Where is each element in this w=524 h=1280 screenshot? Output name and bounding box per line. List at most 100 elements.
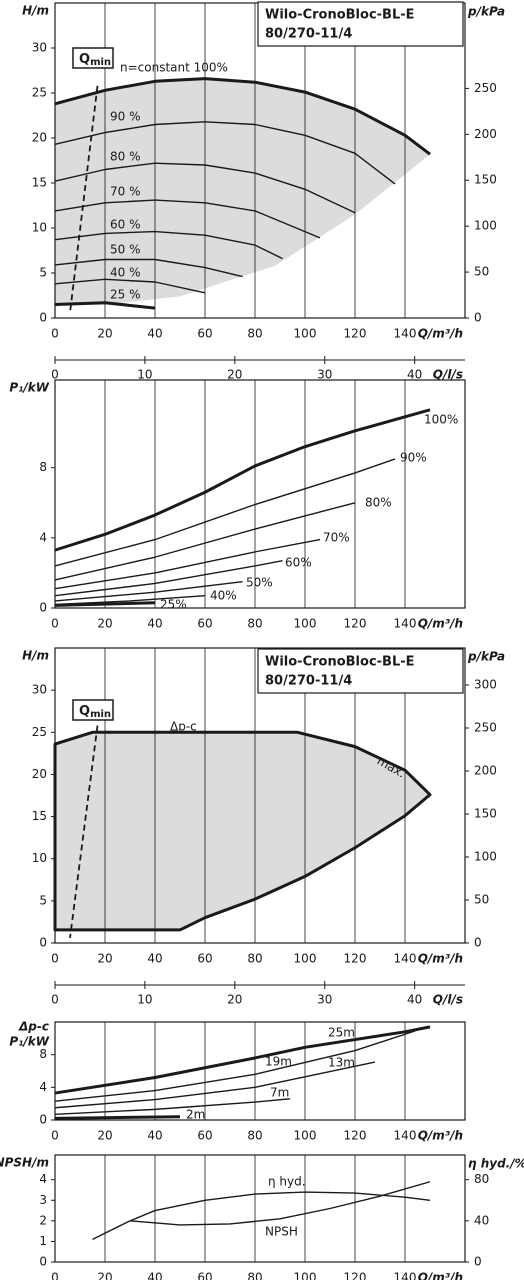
x-tick-label: 20 (227, 368, 242, 382)
curve (54, 1115, 181, 1120)
curve-label: 70% (323, 531, 350, 545)
curve (54, 458, 396, 567)
x-tick-label: 80 (247, 952, 262, 966)
y-axis-label: Δp-c (18, 1020, 49, 1034)
curve-label: 13m (328, 1056, 355, 1070)
x-tick-label: 20 (97, 617, 112, 631)
curve-label: 80% (365, 496, 392, 510)
y-tick-label: 20 (32, 131, 47, 145)
y-tick-label: 15 (32, 809, 47, 823)
curve-label: 100% (424, 413, 458, 427)
y-tick-label: 0 (39, 311, 47, 325)
y-axis-label: H/m (22, 649, 49, 663)
y2-tick-label: 80 (474, 1172, 489, 1186)
x-tick-label: 140 (394, 952, 417, 966)
curve-label: 60 % (110, 218, 141, 232)
qmin-box (72, 699, 114, 721)
qmin-line (69, 725, 99, 939)
curve (54, 121, 396, 185)
x-tick-label: 140 (394, 1271, 417, 1280)
x-axis-label: Q/l/s (433, 993, 463, 1007)
y-tick-label: 0 (39, 1255, 47, 1269)
y2-tick-label: 50 (474, 265, 489, 279)
curve-label: 25% (160, 598, 187, 612)
x-tick-label: 120 (344, 327, 367, 341)
curve-label: NPSH (265, 1225, 298, 1239)
annotation: Δp-c (170, 720, 197, 734)
x-tick-label: 40 (147, 952, 162, 966)
x-tick-label: 20 (97, 1129, 112, 1143)
y-tick-label: 4 (39, 1172, 47, 1186)
x-axis-label: Q/l/s (433, 368, 463, 382)
curve (54, 1098, 291, 1115)
y2-tick-label: 40 (474, 1213, 489, 1227)
x-tick-label: 0 (51, 1271, 59, 1280)
curve (54, 77, 431, 156)
curve (54, 278, 206, 294)
x-tick-label: 80 (247, 327, 262, 341)
x-tick-label: 40 (147, 1129, 162, 1143)
y-axis-label: H/m (22, 4, 49, 18)
title-box (257, 1, 464, 47)
x-tick-label: 40 (147, 1271, 162, 1280)
y-tick-label: 0 (39, 601, 47, 615)
curve-label: η hyd. (268, 1175, 306, 1189)
curve-label: 90 % (110, 110, 141, 124)
y-axis-label: P₁/kW (9, 1035, 49, 1049)
x-tick-label: 60 (197, 327, 212, 341)
y2-tick-label: 0 (474, 1255, 482, 1269)
plot-frame (54, 1021, 466, 1121)
x-tick-label: 80 (247, 617, 262, 631)
y2-axis-label: p/kPa (467, 5, 505, 19)
curve (54, 301, 156, 310)
qmin-label: Qmin (79, 52, 111, 69)
x-tick-label: 30 (317, 993, 332, 1007)
y2-tick-label: 150 (474, 806, 497, 820)
x-tick-label: 80 (247, 1271, 262, 1280)
plot-frame (54, 647, 466, 944)
x-tick-label: 10 (137, 993, 152, 1007)
y-tick-label: 8 (39, 460, 47, 474)
x-tick-label: 120 (344, 617, 367, 631)
y-tick-label: 3 (39, 1193, 47, 1207)
curve-label: 19m (265, 1055, 292, 1069)
y-tick-label: 10 (32, 221, 47, 235)
x-tick-label: 0 (51, 952, 59, 966)
x-tick-label: 40 (407, 368, 422, 382)
chart-title: Wilo-CronoBloc-BL-E (265, 8, 415, 23)
y2-axis-label: η hyd./% (468, 1157, 524, 1171)
y-tick-label: 5 (39, 266, 47, 280)
x-axis-label: Q/m³/h (418, 952, 463, 966)
x-tick-label: 0 (51, 368, 59, 382)
y-tick-label: 5 (39, 893, 47, 907)
plot-frame (54, 1154, 466, 1263)
curve-label: 50 % (110, 243, 141, 257)
x-tick-label: 20 (97, 952, 112, 966)
curve-label: 25m (328, 1026, 355, 1040)
curve (54, 258, 243, 278)
qmin-line (69, 85, 99, 313)
curve (54, 538, 321, 590)
curve-label: 40% (210, 589, 237, 603)
x-tick-label: 20 (97, 1271, 112, 1280)
curve (54, 559, 283, 597)
y2-tick-label: 250 (474, 81, 497, 95)
y-tick-label: 30 (32, 683, 47, 697)
y-tick-label: 10 (32, 851, 47, 865)
x-tick-label: 100 (294, 1271, 317, 1280)
y-tick-label: 2 (39, 1213, 47, 1227)
x-tick-label: 60 (197, 952, 212, 966)
curve (54, 199, 321, 239)
x-tick-label: 100 (294, 1129, 317, 1143)
y2-tick-label: 200 (474, 763, 497, 777)
x-tick-label: 0 (51, 327, 59, 341)
curve-label: 7m (270, 1086, 289, 1100)
x-tick-label: 0 (51, 617, 59, 631)
y-axis-label: NPSH/m (0, 1156, 49, 1170)
chart-subtitle: 80/270-11/4 (265, 674, 352, 689)
curve (129, 1181, 431, 1226)
curve (54, 162, 356, 214)
chart-title: Wilo-CronoBloc-BL-E (265, 655, 415, 670)
x-tick-label: 60 (197, 1271, 212, 1280)
curve-label: 80 % (110, 150, 141, 164)
